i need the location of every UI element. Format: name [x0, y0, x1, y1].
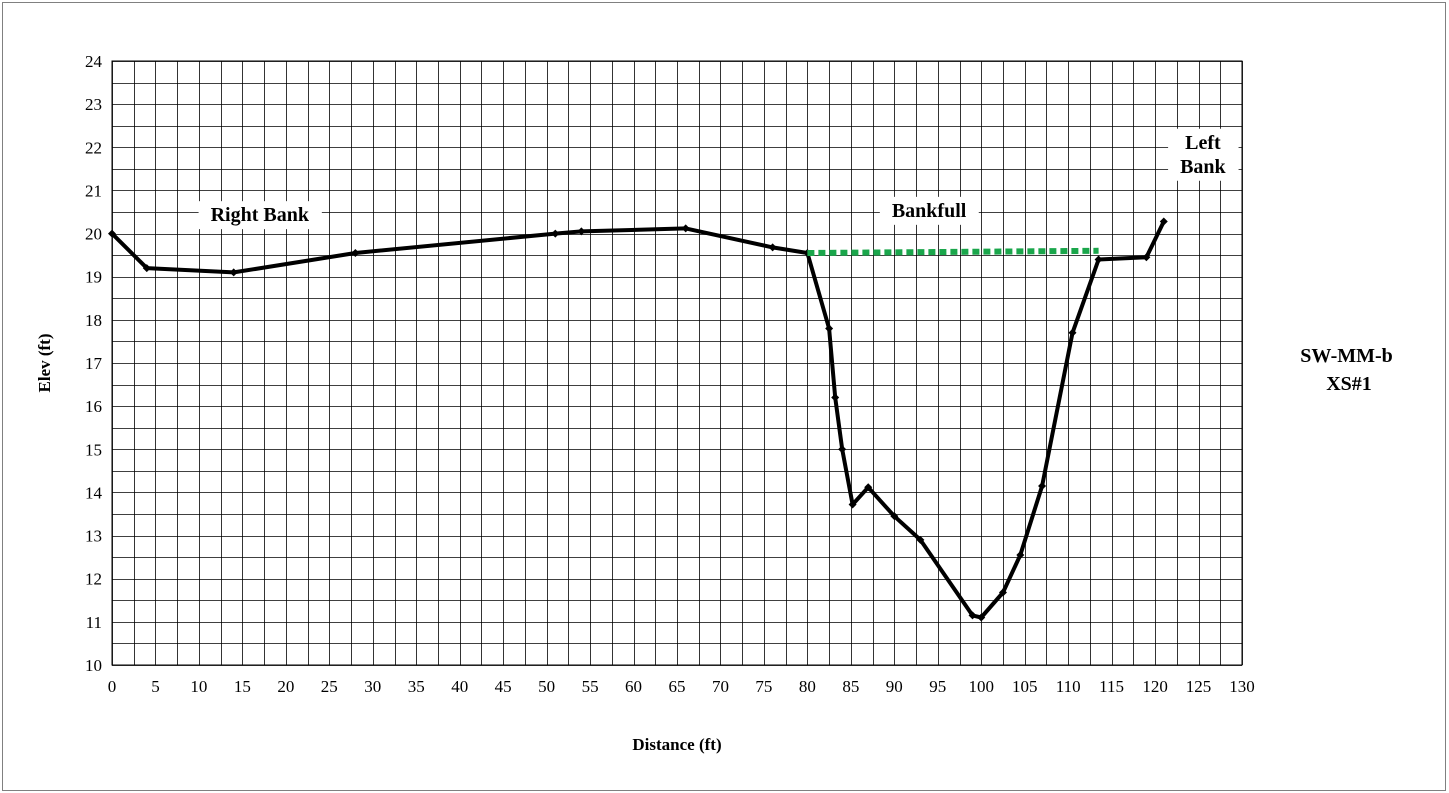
- annotation: Left Bank: [1168, 128, 1239, 181]
- annotation: Bankfull: [879, 196, 979, 225]
- x-tick-label: 5: [151, 677, 160, 696]
- x-tick-label: 25: [321, 677, 338, 696]
- data-point: [1016, 550, 1025, 559]
- data-point: [890, 512, 899, 521]
- data-point: [864, 483, 873, 492]
- x-tick-label: 60: [625, 677, 642, 696]
- chart-title-line-1: SW-MM-b: [1300, 345, 1393, 367]
- data-point: [838, 445, 847, 454]
- data-point: [229, 268, 238, 277]
- annotation-text-line: Bank: [1180, 156, 1226, 178]
- tick-labels: 0 5 10 15 20 25 30 35 40 45 50 55 60 65 70 75 80 85 90 95 10…: [85, 52, 1255, 696]
- annotation-text-line: Right Bank: [211, 204, 310, 226]
- y-tick-label: 18: [85, 311, 102, 330]
- x-tick-label: 40: [451, 677, 468, 696]
- data-point: [142, 264, 151, 273]
- x-tick-label: 10: [190, 677, 207, 696]
- y-tick-label: 15: [85, 440, 102, 459]
- data-point: [998, 588, 1007, 597]
- x-tick-label: 115: [1099, 677, 1124, 696]
- x-tick-label: 50: [538, 677, 555, 696]
- y-tick-label: 24: [85, 52, 103, 71]
- series-lines: [108, 217, 1168, 622]
- annotation-text-line: Bankfull: [892, 200, 967, 222]
- data-point: [977, 613, 986, 622]
- data-point: [1068, 328, 1077, 337]
- data-point: [916, 535, 925, 544]
- y-tick-label: 23: [85, 95, 102, 114]
- annotation-text: Right Bank: [211, 204, 310, 226]
- x-tick-label: 80: [799, 677, 816, 696]
- data-point: [825, 324, 834, 333]
- annotation-text: Left Bank: [1180, 132, 1226, 178]
- y-tick-label: 14: [85, 483, 103, 502]
- annotation-text-line: Left: [1185, 132, 1221, 154]
- data-point: [1142, 253, 1151, 262]
- annotation-background: [198, 201, 322, 230]
- x-tick-label: 45: [495, 677, 512, 696]
- data-point: [681, 224, 690, 233]
- y-tick-label: 19: [85, 268, 102, 287]
- y-axis-title: Elev (ft): [35, 333, 54, 392]
- data-point: [108, 229, 116, 238]
- x-tick-label: 120: [1142, 677, 1168, 696]
- y-tick-label: 22: [85, 138, 102, 157]
- x-tick-label: 55: [582, 677, 599, 696]
- x-tick-label: 20: [277, 677, 294, 696]
- x-tick-label: 90: [886, 677, 903, 696]
- x-tick-label: 65: [669, 677, 686, 696]
- data-point: [551, 229, 560, 238]
- data-point: [351, 248, 360, 257]
- data-point: [1159, 217, 1168, 226]
- plot-area: [111, 60, 1243, 666]
- y-tick-label: 20: [85, 225, 102, 244]
- data-point: [768, 243, 777, 252]
- annotations: Right Bank Bankfull Left Bank: [198, 128, 1239, 230]
- x-tick-label: 70: [712, 677, 729, 696]
- y-tick-label: 21: [85, 181, 102, 200]
- x-tick-label: 125: [1186, 677, 1212, 696]
- x-tick-label: 100: [968, 677, 994, 696]
- data-point: [848, 500, 857, 509]
- y-tick-label: 17: [85, 354, 103, 373]
- x-tick-label: 35: [408, 677, 425, 696]
- x-tick-label: 30: [364, 677, 381, 696]
- x-tick-label: 95: [929, 677, 946, 696]
- annotation: Right Bank: [198, 201, 322, 230]
- data-point: [577, 227, 586, 236]
- cross-section-line: [110, 219, 1166, 620]
- x-axis-title: Distance (ft): [632, 735, 721, 754]
- data-point: [1094, 255, 1103, 264]
- x-tick-label: 85: [842, 677, 859, 696]
- chart-title-line-2: XS#1: [1326, 373, 1372, 395]
- chart-title: SW-MM-b XS#1: [1300, 345, 1398, 395]
- y-tick-label: 12: [85, 570, 102, 589]
- data-point: [831, 393, 840, 402]
- y-tick-label: 13: [85, 527, 102, 546]
- x-tick-label: 110: [1056, 677, 1081, 696]
- grid: [112, 61, 1243, 666]
- x-tick-label: 105: [1012, 677, 1038, 696]
- y-tick-label: 10: [85, 656, 102, 675]
- y-tick-label: 16: [85, 397, 102, 416]
- y-tick-label: 11: [86, 613, 102, 632]
- x-tick-label: 15: [234, 677, 251, 696]
- annotation-text: Bankfull: [892, 200, 967, 222]
- bankfull-line: [807, 247, 1099, 256]
- x-tick-label: 0: [108, 677, 117, 696]
- annotation-background: [1168, 128, 1239, 181]
- x-tick-label: 75: [755, 677, 772, 696]
- data-point: [1038, 481, 1047, 490]
- x-tick-label: 130: [1229, 677, 1255, 696]
- annotation-background: [879, 196, 979, 225]
- data-point: [968, 611, 977, 620]
